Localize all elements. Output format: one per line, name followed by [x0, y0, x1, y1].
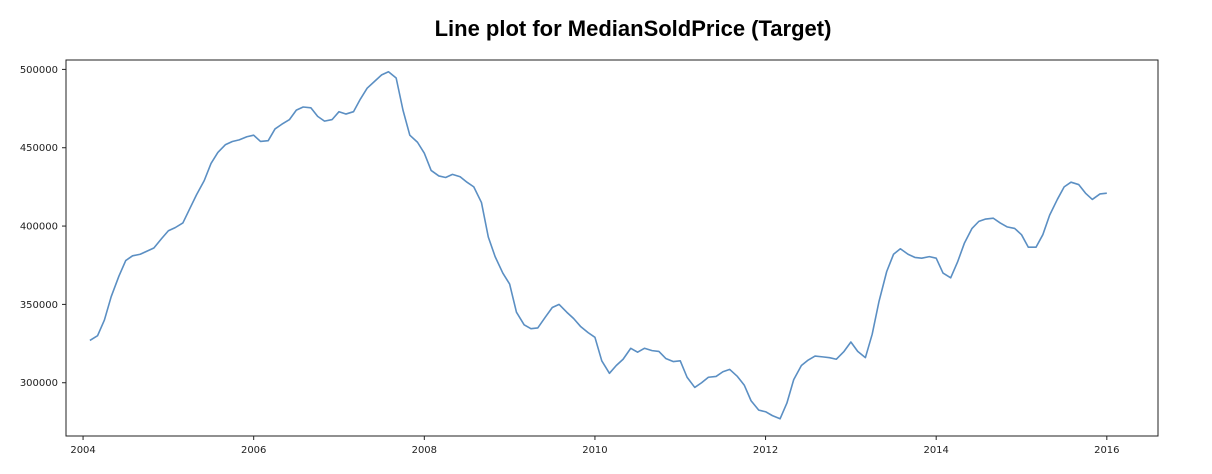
y-tick-label: 300000 [20, 378, 58, 389]
x-tick-label: 2010 [582, 445, 607, 456]
ticks-layer: 2004 2006 2008 2010 2012 2014 2016 300000 350000… [20, 65, 1120, 456]
series-line [89, 70, 1107, 420]
x-tick-label: 2016 [1094, 445, 1119, 456]
plot-frame [65, 59, 1159, 437]
y-tick-label: 350000 [20, 300, 58, 311]
chart-title: Line plot for MedianSoldPrice (Target) [434, 16, 832, 41]
x-tick-label: 2004 [70, 445, 95, 456]
series-layer [89, 70, 1107, 420]
x-tick-label: 2006 [241, 445, 266, 456]
x-tick-label: 2014 [923, 445, 948, 456]
y-tick-label: 500000 [20, 65, 58, 76]
y-tick-label: 450000 [20, 143, 58, 154]
y-tick-label: 400000 [20, 222, 58, 233]
x-tick-label: 2012 [753, 445, 778, 456]
x-tick-label: 2008 [412, 445, 437, 456]
